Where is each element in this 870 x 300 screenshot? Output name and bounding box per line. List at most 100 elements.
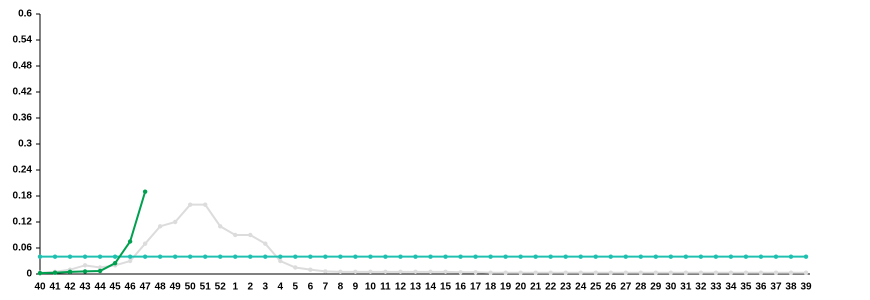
point bbox=[187, 254, 193, 259]
point bbox=[293, 265, 298, 270]
x-tick-label: 47 bbox=[140, 282, 152, 293]
point bbox=[278, 254, 283, 259]
point bbox=[443, 269, 448, 275]
x-tick-label: 15 bbox=[440, 282, 452, 293]
point bbox=[263, 241, 268, 246]
point bbox=[503, 254, 508, 259]
point bbox=[67, 269, 73, 275]
point bbox=[623, 270, 628, 275]
point bbox=[503, 270, 508, 275]
point bbox=[413, 269, 418, 275]
point bbox=[142, 254, 148, 259]
point bbox=[518, 270, 523, 275]
point bbox=[112, 254, 118, 259]
y-tick-label: 0.36 bbox=[13, 113, 33, 124]
point bbox=[203, 202, 208, 207]
point bbox=[127, 258, 133, 264]
point bbox=[713, 270, 719, 275]
point bbox=[127, 239, 133, 244]
point bbox=[653, 254, 659, 259]
point bbox=[263, 254, 268, 259]
point bbox=[698, 254, 704, 259]
point bbox=[398, 269, 403, 275]
x-tick-label: 35 bbox=[740, 282, 752, 293]
x-tick-label: 31 bbox=[680, 282, 692, 293]
point bbox=[428, 269, 433, 275]
point bbox=[548, 270, 553, 275]
point bbox=[743, 254, 749, 259]
point bbox=[82, 254, 88, 259]
series-line bbox=[39, 191, 147, 275]
point bbox=[338, 254, 343, 259]
point bbox=[37, 270, 43, 276]
point bbox=[473, 270, 478, 275]
point bbox=[803, 270, 809, 275]
point bbox=[308, 267, 313, 272]
x-tick-label: 4 bbox=[278, 282, 284, 293]
y-tick-label: 0 bbox=[26, 269, 32, 280]
point bbox=[172, 254, 178, 259]
x-tick-label: 24 bbox=[575, 282, 587, 293]
point bbox=[323, 269, 328, 274]
point bbox=[578, 254, 583, 259]
x-tick-label: 30 bbox=[665, 282, 677, 293]
point bbox=[233, 254, 238, 259]
point bbox=[308, 254, 313, 259]
point bbox=[383, 269, 388, 275]
x-tick-label: 10 bbox=[365, 282, 377, 293]
point bbox=[683, 270, 689, 275]
point bbox=[398, 254, 403, 259]
point bbox=[623, 254, 628, 259]
y-tick-label: 0.24 bbox=[13, 165, 33, 176]
point bbox=[608, 254, 613, 259]
point bbox=[82, 263, 88, 268]
x-tick-label: 44 bbox=[95, 282, 107, 293]
point bbox=[127, 254, 133, 259]
point bbox=[788, 254, 794, 259]
point bbox=[758, 254, 764, 259]
point bbox=[473, 254, 478, 259]
y-tick-label: 0.48 bbox=[13, 61, 33, 72]
x-tick-label: 49 bbox=[170, 282, 182, 293]
x-tick-label: 16 bbox=[455, 282, 467, 293]
y-tick-label: 0.18 bbox=[13, 191, 33, 202]
x-tick-label: 37 bbox=[770, 282, 782, 293]
point bbox=[743, 270, 749, 275]
point bbox=[233, 232, 238, 238]
point bbox=[593, 254, 598, 259]
point bbox=[353, 254, 358, 259]
point bbox=[52, 254, 58, 259]
x-tick-label: 48 bbox=[155, 282, 167, 293]
point bbox=[97, 268, 103, 274]
point bbox=[157, 254, 163, 259]
point bbox=[157, 224, 163, 229]
point bbox=[668, 254, 674, 259]
point bbox=[248, 232, 253, 238]
x-tick-label: 50 bbox=[185, 282, 197, 293]
point bbox=[653, 270, 659, 275]
series-line bbox=[39, 203, 806, 274]
point bbox=[638, 254, 643, 259]
point bbox=[82, 269, 88, 274]
point bbox=[593, 270, 598, 275]
point bbox=[353, 269, 358, 275]
point bbox=[458, 254, 463, 259]
x-tick-label: 28 bbox=[635, 282, 647, 293]
x-tick-label: 7 bbox=[323, 282, 329, 293]
x-tick-label: 2 bbox=[247, 282, 253, 293]
x-tick-label: 27 bbox=[620, 282, 632, 293]
point bbox=[533, 254, 538, 259]
point bbox=[383, 254, 388, 259]
x-tick-label: 21 bbox=[530, 282, 542, 293]
x-tick-label: 20 bbox=[515, 282, 527, 293]
x-tick-label: 32 bbox=[695, 282, 707, 293]
x-tick-label: 12 bbox=[395, 282, 407, 293]
point bbox=[728, 270, 734, 275]
point bbox=[97, 265, 103, 270]
x-tick-label: 52 bbox=[215, 282, 227, 293]
y-tick-label: 0.06 bbox=[13, 243, 33, 254]
x-tick-label: 25 bbox=[590, 282, 602, 293]
point bbox=[803, 254, 809, 259]
y-tick-label: 0.6 bbox=[18, 9, 32, 20]
point bbox=[608, 270, 613, 275]
